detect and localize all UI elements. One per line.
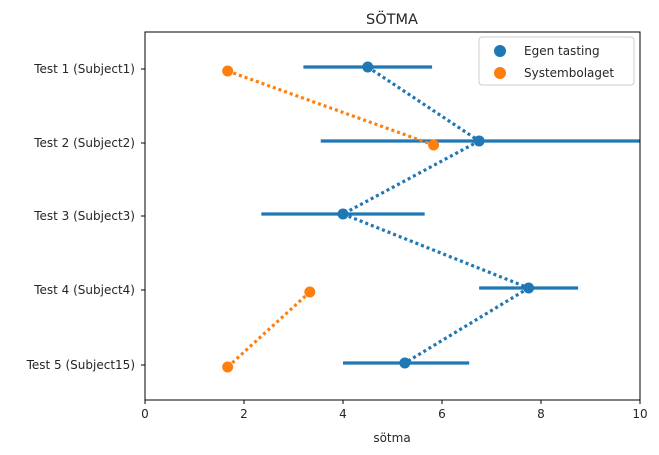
legend-box	[478, 36, 635, 86]
y-tick-label: Test 3 (Subject3)	[33, 209, 135, 223]
x-axis-title: sötma	[373, 431, 410, 445]
series-layer	[222, 61, 640, 373]
x-tick-label: 6	[438, 407, 446, 421]
x-tick-label: 2	[240, 407, 248, 421]
y-tick-label: Test 5 (Subject15)	[26, 358, 135, 372]
legend: Egen tasting Systembolaget	[478, 36, 635, 86]
series-connector	[226, 290, 311, 369]
legend-label: Systembolaget	[524, 66, 614, 80]
data-point	[473, 135, 485, 147]
series-connector	[342, 139, 480, 216]
y-tick-label: Test 4 (Subject4)	[33, 283, 135, 297]
series-connector	[404, 286, 530, 365]
legend-marker	[494, 67, 506, 79]
x-tick-label: 4	[339, 407, 347, 421]
data-point	[523, 282, 535, 294]
legend-marker	[494, 45, 506, 57]
data-point	[337, 208, 349, 220]
x-tick-label: 10	[632, 407, 647, 421]
data-point	[428, 139, 440, 151]
legend-label: Egen tasting	[524, 44, 600, 58]
y-tick-label: Test 2 (Subject2)	[33, 136, 135, 150]
axis-layer: 0 2 4 6 8 10 Test 1 (Subject1) Test 2 (Subject2…	[26, 62, 648, 421]
x-tick-label: 8	[537, 407, 545, 421]
series-connector	[227, 69, 435, 147]
y-tick-label: Test 1 (Subject1)	[33, 62, 135, 76]
series-connector	[366, 65, 481, 143]
data-point	[399, 357, 411, 369]
data-point	[222, 65, 234, 77]
series-connector	[342, 212, 530, 290]
x-tick-label: 0	[141, 407, 149, 421]
plot-frame	[144, 31, 641, 401]
data-point	[304, 286, 316, 298]
chart-title: SÖTMA	[366, 10, 418, 28]
data-point	[222, 361, 234, 373]
data-point	[362, 61, 374, 73]
